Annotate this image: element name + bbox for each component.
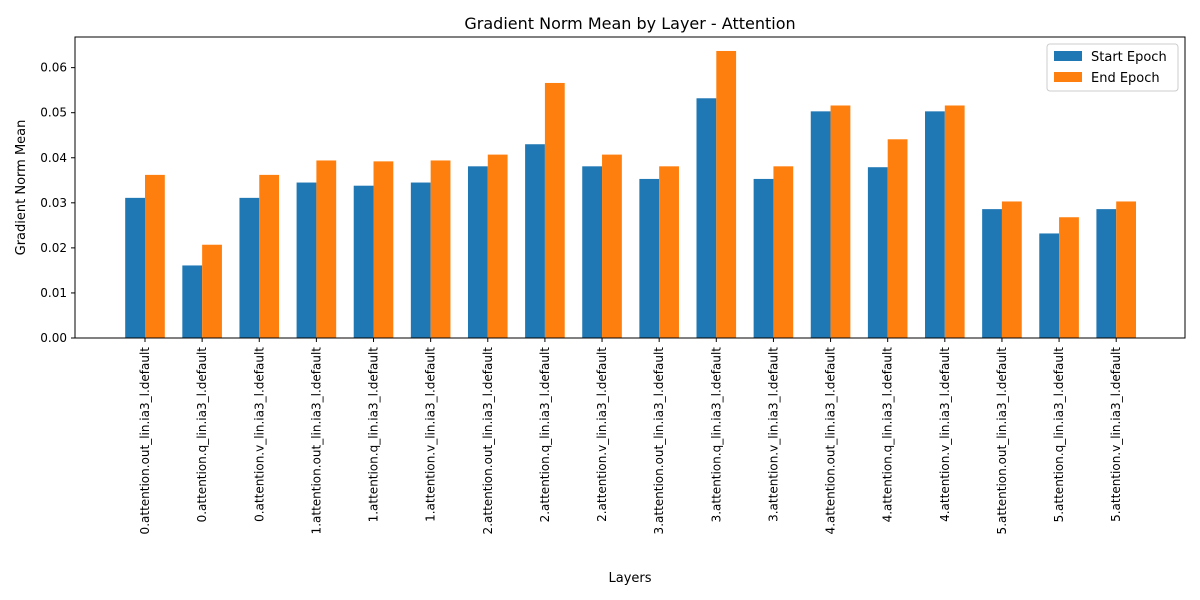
legend-label-end-epoch: End Epoch [1091, 71, 1160, 86]
bar-end-epoch-3 [316, 160, 337, 338]
bar-end-epoch-4 [373, 161, 394, 338]
bar-end-epoch-16 [1059, 217, 1079, 338]
bar-end-epoch-9 [659, 166, 679, 338]
bar-end-epoch-5 [430, 160, 451, 338]
bar-start-epoch-11 [753, 178, 774, 338]
legend-swatch-start-epoch [1054, 51, 1082, 61]
y-tick-label-0: 0.00 [40, 331, 67, 345]
x-tick-label-3: 1.attention.out_lin.ia3_l.default [309, 347, 323, 535]
x-tick-label-15: 5.attention.out_lin.ia3_l.default [995, 347, 1009, 535]
bar-end-epoch-0 [145, 174, 165, 338]
bar-start-epoch-17 [1096, 209, 1117, 338]
plot-frame [74, 36, 1186, 339]
y-tick-label-2: 0.02 [40, 241, 67, 255]
bar-start-epoch-9 [639, 178, 660, 338]
y-tick-label-4: 0.04 [40, 151, 67, 165]
x-tick-label-11: 3.attention.v_lin.ia3_l.default [766, 347, 780, 522]
legend-swatch-end-epoch [1054, 72, 1082, 82]
bar-start-epoch-8 [582, 166, 603, 338]
bar-start-epoch-16 [1039, 233, 1060, 338]
bar-start-epoch-6 [467, 166, 488, 338]
bar-start-epoch-1 [182, 265, 203, 338]
bar-start-epoch-3 [296, 182, 317, 338]
bar-end-epoch-11 [773, 166, 794, 338]
bar-end-epoch-7 [544, 82, 565, 339]
bar-start-epoch-14 [925, 111, 945, 338]
y-tick-label-5: 0.05 [40, 106, 67, 120]
bar-start-epoch-4 [353, 185, 374, 338]
bar-start-epoch-15 [982, 209, 1002, 338]
y-axis: 0.00 0.01 0.02 0.03 0.04 0.05 0.06 [40, 61, 75, 345]
x-tick-label-6: 2.attention.out_lin.ia3_l.default [481, 347, 495, 535]
bar-start-epoch-0 [125, 197, 145, 338]
x-axis: 0.attention.out_lin.ia3_l.default 0.atten… [138, 338, 1123, 534]
chart-title: Gradient Norm Mean by Layer - Attention [464, 14, 795, 33]
x-tick-label-1: 0.attention.q_lin.ia3_l.default [195, 347, 209, 523]
x-tick-label-5: 1.attention.v_lin.ia3_l.default [424, 347, 438, 522]
y-tick-label-6: 0.06 [40, 61, 67, 75]
bar-end-epoch-1 [202, 244, 222, 338]
x-tick-label-7: 2.attention.q_lin.ia3_l.default [538, 347, 552, 523]
x-tick-label-16: 5.attention.q_lin.ia3_l.default [1052, 347, 1066, 523]
x-axis-title: Layers [608, 571, 651, 586]
x-tick-label-12: 4.attention.out_lin.ia3_l.default [824, 347, 838, 535]
x-tick-label-9: 3.attention.out_lin.ia3_l.default [652, 347, 666, 535]
bar-start-epoch-13 [867, 167, 888, 338]
x-tick-label-8: 2.attention.v_lin.ia3_l.default [595, 347, 609, 522]
bar-end-epoch-15 [1001, 201, 1022, 338]
bar-end-epoch-14 [944, 105, 965, 339]
bar-start-epoch-10 [696, 98, 717, 338]
bar-start-epoch-12 [810, 111, 831, 338]
x-tick-label-0: 0.attention.out_lin.ia3_l.default [138, 347, 152, 535]
y-tick-label-3: 0.03 [40, 196, 67, 210]
bar-end-epoch-17 [1116, 201, 1137, 338]
y-axis-title: Gradient Norm Mean [14, 120, 29, 256]
bar-start-epoch-7 [525, 144, 545, 338]
x-tick-label-10: 3.attention.q_lin.ia3_l.default [709, 347, 723, 523]
bar-end-epoch-8 [602, 154, 622, 338]
bar-end-epoch-10 [716, 50, 737, 338]
x-tick-label-2: 0.attention.v_lin.ia3_l.default [252, 347, 266, 522]
bar-start-epoch-5 [410, 182, 431, 338]
bar-start-epoch-2 [239, 197, 260, 338]
legend-label-start-epoch: Start Epoch [1091, 50, 1167, 65]
legend: Start Epoch End Epoch [1046, 43, 1179, 92]
bars-group [125, 50, 1137, 339]
bar-end-epoch-13 [887, 139, 908, 338]
bar-end-epoch-6 [487, 154, 508, 338]
x-tick-label-13: 4.attention.q_lin.ia3_l.default [881, 347, 895, 523]
x-tick-label-14: 4.attention.v_lin.ia3_l.default [938, 347, 952, 522]
bar-end-epoch-12 [830, 105, 851, 339]
x-tick-label-17: 5.attention.v_lin.ia3_l.default [1109, 347, 1123, 522]
y-tick-label-1: 0.01 [40, 286, 67, 300]
bar-end-epoch-2 [259, 174, 280, 338]
x-tick-label-4: 1.attention.q_lin.ia3_l.default [367, 347, 381, 523]
